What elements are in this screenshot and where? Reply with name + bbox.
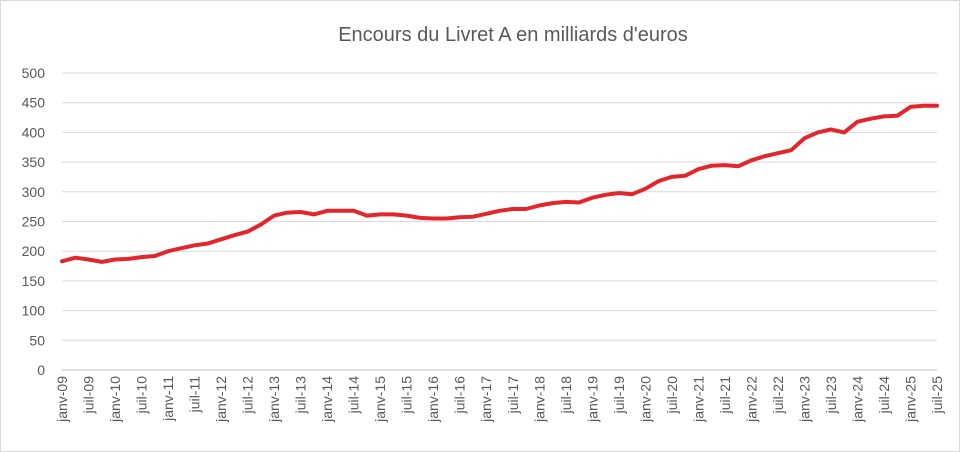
x-tick-label: juil-18 (558, 376, 574, 415)
x-tick-label: juil-15 (399, 376, 415, 415)
x-tick-label: juil-10 (134, 376, 150, 415)
series-group (60, 103, 939, 264)
x-tick-label: janv-15 (372, 376, 388, 423)
y-tick-label: 350 (22, 154, 46, 170)
x-tick-label: juil-16 (452, 376, 468, 415)
x-tick-label: juil-09 (81, 376, 97, 415)
x-tick-label: juil-23 (823, 376, 839, 415)
x-tick-label: janv-22 (743, 376, 759, 423)
x-axis: janv-09 juil-09 janv-10 juil-10 janv-11 juil-… (54, 369, 945, 423)
x-tick-label: janv-23 (796, 376, 812, 423)
x-tick-label: juil-13 (293, 376, 309, 415)
x-tick-label: janv-17 (478, 376, 494, 423)
x-tick-label: janv-25 (902, 376, 918, 423)
x-tick-label: juil-14 (346, 376, 362, 415)
y-tick-label: 50 (29, 332, 45, 348)
y-tick-label: 250 (22, 214, 46, 230)
x-tick-label: janv-13 (266, 376, 282, 423)
y-axis: 0 50 100 150 200 250 300 350 400 450 500 (22, 65, 46, 378)
x-tick-label: janv-21 (690, 376, 706, 423)
x-tick-label: janv-12 (213, 376, 229, 423)
series-line-0 (60, 103, 939, 264)
y-tick-label: 100 (22, 303, 46, 319)
gridlines (62, 72, 937, 341)
x-tick-label: juil-25 (929, 376, 945, 415)
y-tick-label: 300 (22, 184, 46, 200)
x-tick-label: janv-20 (637, 376, 653, 423)
x-tick-label: janv-19 (584, 376, 600, 423)
x-tick-label: juil-19 (611, 376, 627, 415)
y-tick-label: 0 (37, 362, 45, 378)
y-tick-label: 150 (22, 273, 46, 289)
x-tick-label: juil-21 (717, 376, 733, 415)
chart-title: Encours du Livret A en milliards d'euros (338, 24, 688, 46)
y-tick-label: 400 (22, 124, 46, 140)
x-tick-label: juil-24 (876, 376, 892, 415)
x-tick-label: janv-11 (160, 376, 176, 422)
x-tick-label: janv-24 (849, 376, 865, 423)
y-tick-label: 500 (22, 65, 46, 81)
x-tick-label: juil-17 (505, 376, 521, 415)
y-tick-label: 200 (22, 243, 46, 259)
x-tick-label: juil-22 (770, 376, 786, 415)
x-tick-label: juil-20 (664, 376, 680, 415)
x-tick-label: janv-16 (425, 376, 441, 423)
x-tick-label: janv-18 (531, 376, 547, 423)
x-tick-label: janv-14 (319, 376, 335, 423)
x-tick-label: janv-10 (107, 376, 123, 423)
x-tick-label: janv-09 (54, 376, 70, 423)
y-tick-label: 450 (22, 95, 46, 111)
x-tick-label: juil-11 (187, 376, 203, 414)
x-tick-label: juil-12 (240, 376, 256, 415)
